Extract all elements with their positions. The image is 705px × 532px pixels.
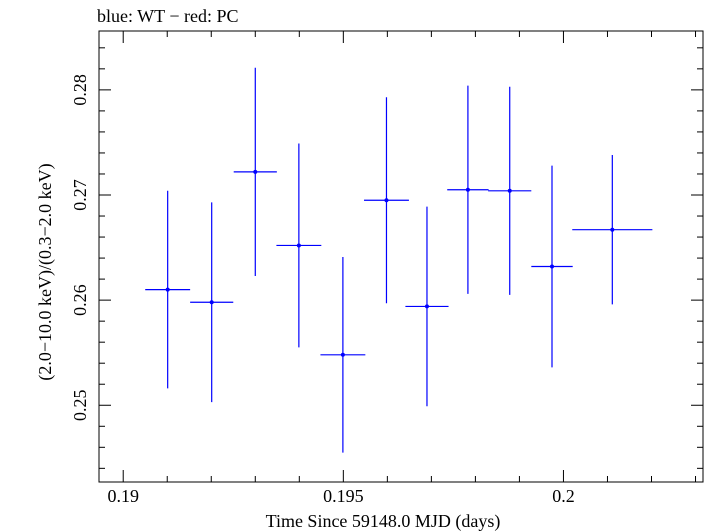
- plot-frame: [98, 30, 704, 483]
- y-tick-label: 0.26: [70, 284, 90, 316]
- x-tick-label: 0.195: [323, 486, 364, 506]
- data-point: [340, 352, 345, 357]
- data-point: [610, 227, 615, 232]
- chart-title: blue: WT − red: PC: [97, 6, 238, 26]
- y-tick-label: 0.28: [70, 74, 90, 106]
- y-tick-label: 0.27: [70, 179, 90, 211]
- y-axis-ticks: [99, 47, 703, 469]
- data-point: [165, 287, 170, 292]
- y-axis-tick-labels: 0.25 0.26 0.27 0.28: [70, 74, 90, 421]
- data-point: [550, 264, 554, 269]
- data-point: [253, 169, 258, 174]
- data-point: [507, 188, 512, 193]
- data-point: [209, 300, 214, 305]
- y-tick-label: 0.25: [70, 390, 90, 422]
- data-point: [465, 187, 470, 192]
- data-point: [424, 304, 429, 309]
- x-axis-label: Time Since 59148.0 MJD (days): [266, 511, 501, 532]
- data-point: [384, 198, 389, 203]
- x-tick-label: 0.19: [107, 486, 139, 506]
- x-axis-ticks: [122, 31, 697, 482]
- x-tick-label: 0.2: [552, 486, 575, 506]
- x-axis-tick-labels: 0.19 0.195 0.2: [107, 486, 574, 506]
- data-series: [145, 67, 653, 453]
- y-axis-label: (2.0−10.0 keV)/(0.3−2.0 keV): [35, 163, 56, 380]
- data-point: [296, 243, 301, 248]
